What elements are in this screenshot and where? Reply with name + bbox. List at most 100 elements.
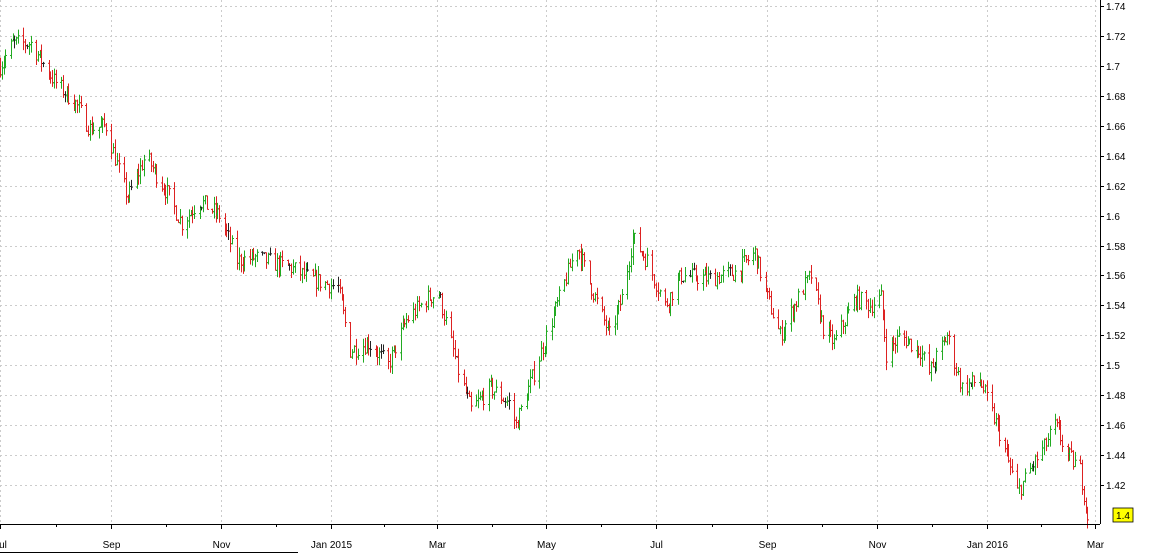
ohlc-bar — [973, 375, 976, 387]
ohlc-bar — [810, 265, 813, 284]
ohlc-bar — [193, 205, 196, 220]
price-bars — [0, 27, 1089, 529]
ohlc-bar — [533, 361, 536, 386]
ohlc-bar — [847, 302, 850, 314]
ohlc-bar — [646, 247, 649, 267]
ohlc-bar — [558, 286, 561, 306]
last-value-label: 1.4 — [1116, 511, 1130, 522]
ohlc-bar — [935, 347, 938, 372]
ohlc-bar — [684, 266, 687, 283]
ohlc-bar — [4, 49, 7, 69]
ohlc-bar — [80, 95, 83, 108]
x-tick-label: May — [537, 540, 556, 551]
x-tick-label: Jan 2015 — [311, 540, 353, 551]
ohlc-bar — [143, 154, 146, 177]
ohlc-bar — [709, 270, 712, 279]
ohlc-bar — [948, 330, 951, 345]
ohlc-bar — [42, 61, 45, 68]
ohlc-bar — [105, 123, 108, 136]
y-tick-label: 1.62 — [1106, 182, 1126, 193]
y-tick-label: 1.6 — [1106, 212, 1120, 223]
y-tick-label: 1.52 — [1106, 331, 1126, 342]
ohlc-bar — [860, 291, 863, 311]
ohlc-bar — [910, 338, 913, 353]
ohlc-bar — [986, 380, 989, 401]
ohlc-bar — [722, 265, 725, 283]
ohlc-bar — [873, 297, 876, 319]
ohlc-bar — [67, 83, 70, 105]
ohlc-bar — [596, 287, 599, 305]
ohlc-bar — [457, 348, 460, 383]
ohlc-bar — [420, 302, 423, 308]
ohlc-bar — [923, 351, 926, 361]
ohlc-bar — [621, 288, 624, 305]
x-tick-label: Jul — [0, 540, 7, 551]
ohlc-bar — [571, 253, 574, 272]
ohlc-bar — [696, 275, 699, 291]
ohlc-bar — [206, 195, 209, 210]
last-value-badge: 1.4 — [1112, 507, 1134, 523]
ohlc-bar — [30, 35, 33, 53]
ohlc-bar — [168, 185, 171, 196]
ohlc-bar — [269, 247, 272, 256]
x-tick-label: Sep — [759, 540, 777, 551]
y-tick-label: 1.68 — [1106, 92, 1126, 103]
y-tick-label: 1.5 — [1106, 361, 1120, 372]
ohlc-bar — [822, 315, 825, 340]
ohlc-bar — [130, 179, 133, 191]
ohlc-bar — [520, 404, 523, 412]
ohlc-bar — [1049, 425, 1052, 447]
ohlc-bar — [332, 279, 335, 290]
y-tick-label: 1.58 — [1106, 242, 1126, 253]
ohlc-bar — [759, 256, 762, 282]
ohlc-bar — [294, 262, 297, 273]
ohlc-bar — [797, 288, 800, 308]
ohlc-bar — [118, 153, 121, 173]
ohlc-bar — [357, 348, 360, 360]
ohlc-bar — [772, 307, 775, 319]
ohlc-bar — [633, 232, 636, 244]
ohlc-bar — [432, 297, 435, 309]
ohlc-bar — [1061, 434, 1064, 453]
ohlc-bar — [218, 205, 221, 223]
ohlc-bar — [835, 330, 838, 341]
y-tick-label: 1.7 — [1106, 62, 1120, 73]
last-value-badge-box — [1112, 507, 1134, 523]
ohlc-bar — [394, 345, 397, 358]
ohlc-bar — [482, 387, 485, 411]
ohlc-bar — [470, 391, 473, 412]
y-tick-label: 1.66 — [1106, 122, 1126, 133]
ohlc-bar — [407, 315, 410, 323]
ohlc-bar — [1074, 451, 1077, 468]
horizontal-gridlines — [0, 6, 1100, 486]
ohlc-bar — [281, 250, 284, 268]
ohlc-bar — [784, 320, 787, 341]
ohlc-bar — [747, 254, 750, 266]
ohlc-bar — [1011, 459, 1014, 474]
y-tick-label: 1.72 — [1106, 32, 1126, 43]
y-tick-label: 1.56 — [1106, 271, 1126, 282]
y-tick-label: 1.64 — [1106, 152, 1126, 163]
ohlc-bar — [382, 344, 385, 354]
x-tick-label: Nov — [869, 540, 887, 551]
ohlc-bar — [306, 262, 309, 272]
ohlc-bar — [734, 265, 737, 283]
vertical-gridlines — [0, 0, 1096, 524]
x-tick-label: Mar — [429, 540, 447, 551]
y-tick-label: 1.54 — [1106, 301, 1126, 312]
x-tick-label: Jan 2016 — [967, 540, 1009, 551]
y-tick-label: 1.42 — [1106, 481, 1126, 492]
x-tick-label: Nov — [213, 540, 231, 551]
ohlc-bar — [508, 392, 511, 410]
ohlc-bar — [231, 235, 234, 245]
ohlc-bar — [92, 122, 95, 135]
ohlc-bar — [17, 29, 20, 44]
ohlc-bar — [583, 252, 586, 267]
ohlc-bar — [608, 317, 611, 336]
ohlc-bar — [659, 289, 662, 297]
ohlc-bar — [445, 310, 448, 325]
ohlc-bar — [898, 326, 901, 338]
ohlc-bar — [495, 379, 498, 393]
ohlc-bar — [344, 306, 347, 328]
